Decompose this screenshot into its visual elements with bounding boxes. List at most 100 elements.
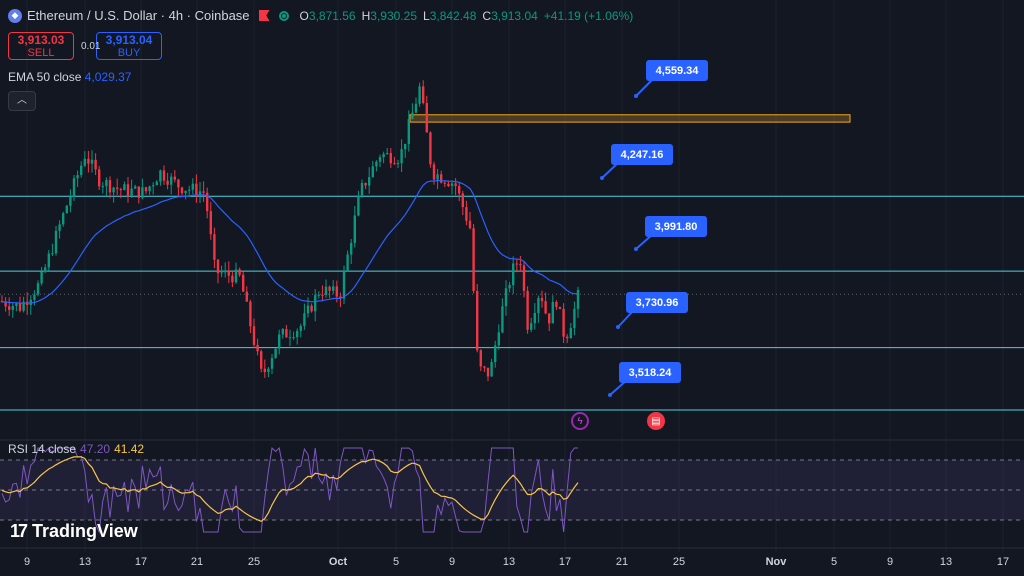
chevron-up-icon: ︿ [17,95,27,106]
candle-body [76,175,79,179]
price-label-box [626,292,688,313]
x-tick: 25 [247,556,261,568]
candle-body [195,183,198,197]
sell-button[interactable]: 3,913.03 SELL [8,32,74,60]
candle-body [533,313,536,324]
candle-body [447,183,450,186]
candle-body [483,366,486,368]
candle-body [234,269,238,283]
candle-body [58,224,61,231]
rsi-ma-line [1,456,579,522]
candle-body [396,163,400,165]
flag-icon[interactable] [258,10,270,21]
candle-body [350,242,353,255]
candle-body [414,103,418,113]
price-label-box [645,216,707,237]
price-label-box [611,144,673,165]
candle-body [148,186,151,192]
candle-body [558,306,562,309]
candle-body [562,308,565,337]
x-tick: 21 [615,556,629,568]
candle-body [188,189,191,191]
candle-body [371,166,374,178]
candle-body [224,270,227,273]
candle-body [400,149,403,164]
callout-dot [608,393,612,397]
x-tick: 17 [996,556,1010,568]
candle-body [512,263,515,286]
candle-body [494,345,497,363]
candle-body [303,313,306,326]
spread-value: 0.01 [81,41,101,52]
candle-body [537,298,540,314]
candle-body [288,337,292,339]
candle-body [281,329,284,335]
candle-body [270,358,274,369]
ethereum-icon: ◆ [8,8,22,23]
candle-body [393,163,396,165]
candle-body [54,230,58,254]
price-chart[interactable]: 4,559.34 4,247.16 3,991.80 3,730.96 3,518.24 [0,0,1024,552]
candle-body [440,174,443,183]
candle-body [458,186,461,194]
candle-body [94,159,97,170]
lightning-event-icon[interactable]: ϟ [571,412,589,430]
x-tick: Oct [328,556,348,568]
candle-body [202,191,205,193]
callout-dot [634,247,638,251]
symbol-title[interactable]: Ethereum / U.S. Dollar · 4h · Coinbase [27,8,250,23]
x-tick: 13 [502,556,516,568]
candle-body [425,103,428,133]
ohlc-values: O3,871.56 H3,930.25 L3,842.48 C3,913.04 … [299,8,634,23]
buy-button[interactable]: 3,913.04 BUY [96,32,162,60]
candle-body [551,302,554,324]
callout-dot [600,176,604,180]
rsi-legend[interactable]: RSI 14 close 47.20 41.42 [8,442,145,456]
time-axis[interactable]: 9 13 17 21 25 Oct 5 9 13 17 21 25 Nov 5 … [0,552,1024,576]
candle-body [123,184,126,191]
price-label: 3,518.24 [629,367,673,379]
price-label: 3,991.80 [655,221,698,233]
candle-body [11,306,14,310]
candle-body [36,283,40,295]
candle-body [278,334,281,349]
candle-body [184,190,187,194]
us-flag-event-icon[interactable]: ▤ [647,412,665,430]
candle-body [116,187,119,189]
x-tick: Nov [765,556,787,568]
candle-body [540,298,544,302]
candle-body [112,187,115,193]
collapse-legend-button[interactable]: ︿ [8,91,36,111]
candle-body [515,263,518,265]
x-tick: 17 [558,556,572,568]
rsi-line [1,446,578,534]
candle-body [141,187,144,198]
candle-body [252,326,256,345]
price-label-box [646,60,708,81]
candle-body [101,186,104,188]
tradingview-logo[interactable]: 17 TradingView [10,521,138,541]
candle-body [479,350,482,367]
candle-body [213,234,216,260]
candle-body [461,193,464,208]
candle-body [47,253,50,268]
candle-body [130,188,133,196]
ema-legend[interactable]: EMA 50 close 4,029.37 [8,70,132,84]
tradingview-icon: 17 [10,521,28,541]
trade-buttons: 3,913.03 SELL 3,913.04 BUY [8,32,162,60]
candle-body [335,286,338,297]
candle-body [432,164,436,180]
candle-body [105,180,108,187]
candle-body [429,132,432,165]
candle-body [33,294,36,300]
candle-body [378,157,382,162]
candle-body [108,180,112,193]
candle-body [152,185,155,187]
symbol-header: ◆ Ethereum / U.S. Dollar · 4h · Coinbase… [8,8,633,23]
candle-body [180,187,184,194]
candle-body [422,86,425,104]
x-tick: 25 [672,556,686,568]
x-tick: 13 [939,556,953,568]
candle-body [548,313,551,324]
candle-body [90,159,94,164]
